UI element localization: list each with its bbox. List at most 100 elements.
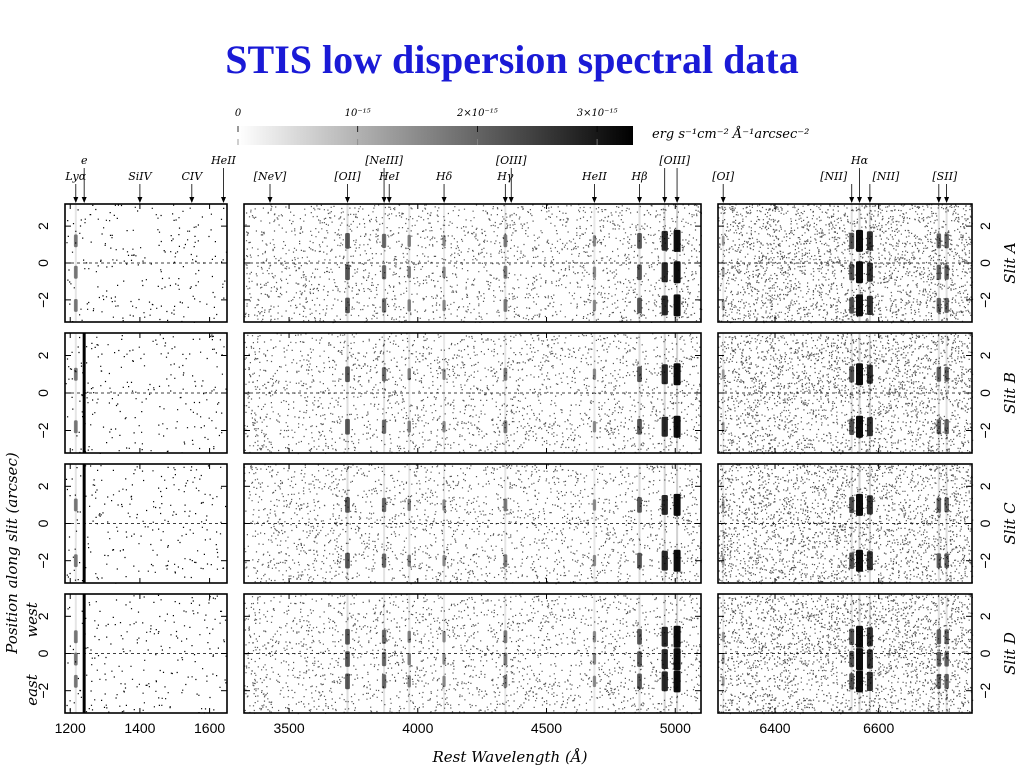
marker-label: Hβ [631, 170, 648, 183]
emission-knot [856, 363, 863, 386]
marker-label: SiIV [128, 170, 152, 183]
y-tick-label: 2 [35, 482, 51, 490]
line-marker: Hδ [435, 170, 453, 203]
emission-knot [673, 229, 681, 252]
emission-line-streak [638, 594, 641, 713]
emission-knot [407, 653, 411, 666]
x-tick-label: 1400 [124, 720, 155, 736]
emission-knot [721, 654, 725, 665]
marker-arrow-head [867, 197, 873, 203]
emission-knot [673, 415, 681, 438]
emission-line-streak [408, 594, 411, 713]
emission-knot [856, 294, 863, 317]
marker-arrow-head [720, 197, 726, 203]
emission-knot [407, 266, 411, 279]
emission-knot [407, 368, 411, 381]
emission-knot [856, 493, 863, 516]
emission-knot [866, 364, 873, 384]
panel-slit-a-1 [243, 203, 703, 324]
marker-label: [OI] [712, 170, 735, 183]
y-tick-label: −2 [35, 553, 51, 569]
line-marker: [OI] [712, 170, 735, 203]
x-axis-title: Rest Wavelength (Å) [431, 748, 587, 766]
y-tick-label: 2 [35, 222, 51, 230]
emission-knot [442, 235, 446, 247]
line-marker: HeI [378, 170, 400, 203]
panel-grid: −2 0 2 −2 0 2 Slit A −2 0 2 −2 0 2 Slit B −2 0 2 −2 0 2 Slit… [35, 203, 1019, 736]
emission-knot [503, 299, 508, 312]
emission-knot [503, 554, 508, 568]
emission-knot [944, 366, 949, 382]
emission-knot [73, 630, 78, 644]
emission-knot [381, 497, 387, 513]
emission-knot [345, 366, 350, 383]
emission-line-streak [937, 333, 940, 453]
orientation-west-label: west [23, 601, 41, 637]
emission-knot [866, 295, 873, 315]
emission-knot [345, 673, 350, 690]
emission-knot [673, 363, 681, 386]
emission-knot [381, 419, 387, 434]
x-tick-label: 1600 [194, 720, 225, 736]
x-tick-label: 3500 [274, 720, 305, 736]
emission-knot [673, 670, 681, 693]
emission-knot [381, 233, 387, 248]
marker-arrow-head [944, 197, 950, 203]
emission-knot [637, 497, 642, 513]
emission-knot [856, 229, 863, 252]
emission-knot [407, 630, 411, 643]
emission-knot [637, 366, 642, 383]
emission-knot [936, 497, 942, 513]
emission-knot [345, 628, 350, 645]
marker-arrow-head [386, 197, 392, 203]
line-marker: [NII] [820, 170, 855, 203]
emission-knot [345, 651, 350, 667]
emission-knot [866, 262, 873, 282]
emission-knot [73, 674, 78, 688]
line-marker: [OII] [334, 170, 361, 203]
line-marker: [NeIII] [365, 154, 404, 203]
emission-knot [936, 553, 942, 569]
emission-knot [442, 421, 446, 433]
line-marker: Hβ [631, 170, 648, 203]
emission-knot [503, 498, 508, 512]
marker-label: HeII [210, 154, 236, 167]
emission-knot [637, 297, 642, 314]
panel-slit-c-2: −2 0 2 Slit C [717, 463, 1019, 585]
emission-knot [936, 673, 942, 689]
marker-arrow-head [381, 197, 387, 203]
y-tick-label: −2 [35, 683, 51, 699]
marker-arrow-head [857, 197, 862, 203]
emission-knot [345, 233, 350, 249]
emission-knot [856, 549, 863, 572]
noise-speckle [65, 465, 227, 584]
emission-line-streak [937, 594, 940, 713]
emission-knot [661, 550, 668, 571]
marker-arrow-head [662, 197, 668, 203]
y-tick-label: 0 [977, 259, 993, 267]
emission-knot [73, 367, 78, 381]
emission-line-streak [858, 333, 861, 453]
emission-knot [637, 651, 642, 667]
emission-knot [637, 418, 642, 435]
x-tick-label: 1200 [55, 720, 86, 736]
marker-label: [NII] [820, 170, 848, 183]
emission-line-streak [504, 594, 507, 713]
x-tick-label: 6400 [759, 720, 790, 736]
emission-knot [503, 367, 508, 381]
emission-knot [721, 631, 725, 642]
line-marker: HeII [210, 154, 237, 203]
emission-knot [849, 552, 855, 569]
emission-knot [849, 232, 855, 250]
emission-knot [637, 552, 642, 569]
emission-line-streak [408, 333, 411, 453]
slit-label: Slit B [1001, 372, 1019, 414]
emission-knot [73, 652, 78, 666]
emission-knot [849, 264, 855, 281]
y-tick-label: 0 [35, 649, 51, 657]
line-marker: HeII [581, 170, 607, 203]
y-tick-label: 2 [977, 612, 993, 620]
emission-knot [345, 552, 350, 569]
emission-knot [673, 261, 681, 284]
emission-knot [442, 554, 446, 567]
